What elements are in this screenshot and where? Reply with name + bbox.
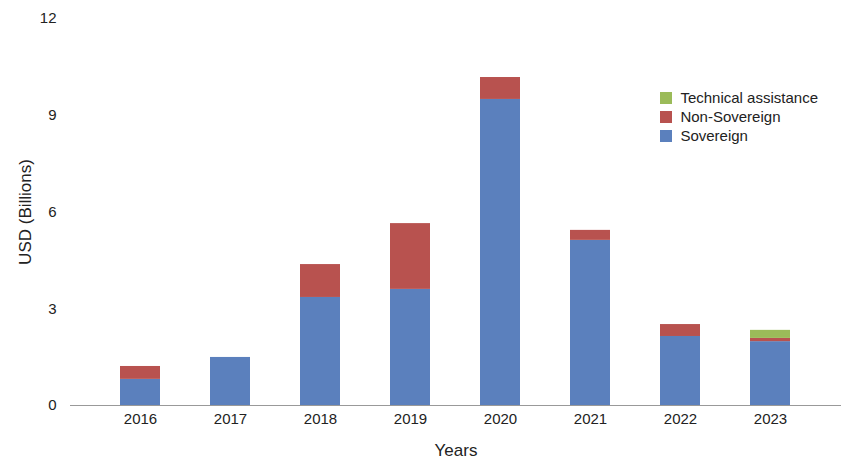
svg-text:2019: 2019 xyxy=(394,410,427,427)
svg-text:USD (Billions): USD (Billions) xyxy=(16,159,35,265)
svg-text:3: 3 xyxy=(48,300,56,317)
svg-text:2021: 2021 xyxy=(574,410,607,427)
svg-text:2023: 2023 xyxy=(754,410,787,427)
svg-text:2018: 2018 xyxy=(304,410,337,427)
svg-text:9: 9 xyxy=(48,106,56,123)
html-text:Technical assistance: Technical assistance xyxy=(680,89,818,106)
svg-text:6: 6 xyxy=(48,203,56,220)
svg-text:2017: 2017 xyxy=(214,410,247,427)
svg-text:12: 12 xyxy=(40,9,57,26)
svg-text:2016: 2016 xyxy=(124,410,157,427)
svg-text:Years: Years xyxy=(435,441,478,460)
html-text:Non-Sovereign: Non-Sovereign xyxy=(680,108,781,125)
svg-text:0: 0 xyxy=(48,396,56,413)
html-text:Sovereign: Sovereign xyxy=(680,127,748,144)
svg-text:2022: 2022 xyxy=(664,410,697,427)
svg-text:2020: 2020 xyxy=(484,410,517,427)
